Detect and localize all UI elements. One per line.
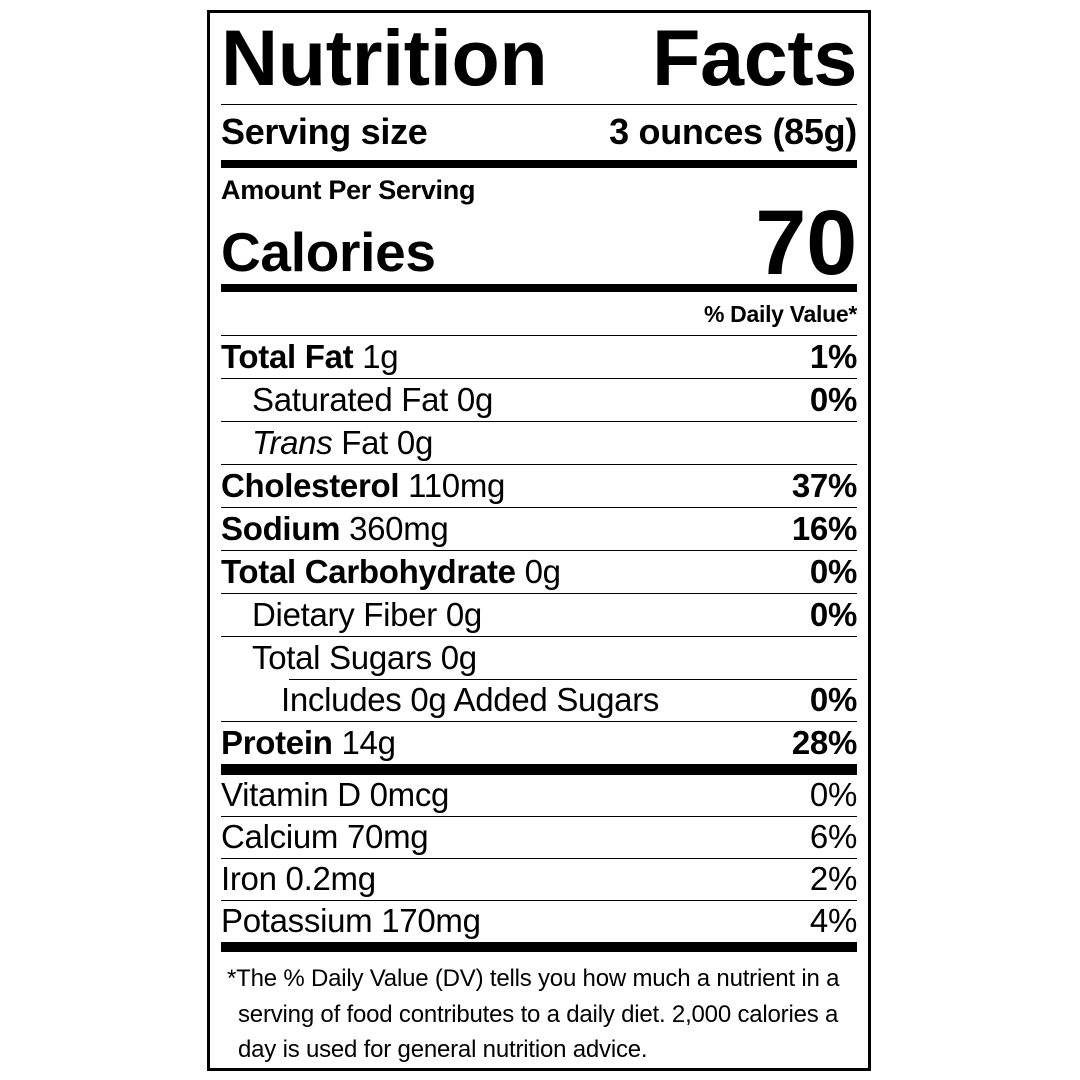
daily-value: 1% (809, 337, 857, 375)
nutrient-amount: 0g (431, 638, 477, 676)
daily-value: 0% (809, 595, 857, 633)
nutrient-amount: 0.2mg (276, 859, 377, 897)
vitamin-rows: Vitamin D 0mcg 0% Calcium 70mg 6% Iron 0.2mg… (221, 775, 857, 942)
nutrient-row: Calcium 70mg 6% (221, 815, 857, 858)
nutrient-amount: 0g (436, 595, 482, 633)
nutrient-amount: 70mg (338, 817, 429, 855)
nutrient-amount: 0mcg (360, 775, 450, 813)
nutrient-name: Saturated Fat 0g (252, 380, 494, 418)
nutrient-name: Total Carbohydrate 0g (221, 552, 561, 590)
nutrient-name: Dietary Fiber 0g (252, 595, 482, 633)
calories-section: Amount Per Serving Calories 70 (221, 168, 857, 295)
nutrient-row: Potassium 170mg 4% (221, 899, 857, 942)
nutrient-name: Includes 0g Added Sugars (281, 680, 660, 718)
daily-value: 6% (809, 817, 857, 855)
nutrient-name: Potassium 170mg (221, 901, 481, 939)
nutrient-row: Trans Fat 0g (221, 420, 857, 464)
nutrient-amount: 14g (332, 723, 396, 761)
daily-value: 16% (791, 509, 857, 547)
nutrient-amount: 1g (353, 337, 399, 375)
daily-value: 2% (809, 859, 857, 897)
nutrient-row: Total Carbohydrate 0g 0% (221, 549, 857, 593)
nutrient-rows: Total Fat 1g 1% Saturated Fat 0g 0% Trans Fa… (221, 334, 857, 764)
nutrient-row: Sodium 360mg 16% (221, 506, 857, 550)
serving-size-row: Serving size 3 ounces (85g) (221, 105, 857, 160)
nutrient-name: Calcium 70mg (221, 817, 429, 855)
nutrition-facts-label: Nutrition Facts Serving size 3 ounces (8… (207, 10, 871, 1071)
nutrient-name: Trans Fat 0g (252, 423, 434, 461)
calories-value: 70 (755, 192, 857, 295)
daily-value: 0% (809, 380, 857, 418)
section-divider-thick (221, 160, 857, 169)
daily-value: 4% (809, 901, 857, 939)
nutrient-row: Protein 14g 28% (221, 720, 857, 764)
nutrient-name: Total Fat 1g (221, 337, 399, 375)
nutrient-name: Cholesterol 110mg (221, 466, 506, 504)
daily-value: 28% (791, 723, 857, 761)
nutrient-name: Iron 0.2mg (221, 859, 377, 897)
nutrient-name: Sodium 360mg (221, 509, 449, 547)
section-divider-thick (221, 284, 857, 292)
section-divider-thick (221, 763, 857, 775)
nutrient-amount: 110mg (399, 466, 506, 504)
daily-value-footnote: *The % Daily Value (DV) tells you how mu… (227, 965, 840, 1064)
section-divider-thick (221, 941, 857, 953)
nutrient-amount: 0g (448, 380, 494, 418)
nutrient-name: Protein 14g (221, 723, 396, 761)
nutrient-row: Iron 0.2mg 2% (221, 857, 857, 900)
nutrient-amount: 170mg (372, 901, 481, 939)
nutrient-row: Includes 0g Added Sugars 0% (221, 678, 857, 721)
daily-value: 0% (809, 552, 857, 590)
daily-value: 37% (791, 466, 857, 504)
label-title: Nutrition Facts (221, 13, 857, 106)
nutrient-row: Dietary Fiber 0g 0% (221, 592, 857, 636)
daily-value: 0% (809, 775, 857, 813)
calories-row: Calories 70 (221, 192, 857, 295)
serving-size-label: Serving size (221, 111, 428, 153)
calories-label: Calories (221, 221, 436, 284)
nutrient-row: Cholesterol 110mg 37% (221, 463, 857, 507)
nutrient-row: Total Fat 1g 1% (221, 334, 857, 378)
serving-size-value: 3 ounces (85g) (609, 111, 857, 153)
nutrient-name: Total Sugars 0g (252, 638, 477, 676)
nutrient-amount: 0g (515, 552, 561, 590)
nutrient-amount: Fat 0g (332, 423, 434, 461)
nutrient-name: Vitamin D 0mcg (221, 775, 450, 813)
nutrient-row: Total Sugars 0g (221, 635, 857, 679)
daily-value-header: % Daily Value* (703, 300, 857, 327)
amount-per-serving-label: Amount Per Serving (221, 175, 476, 206)
daily-value: 0% (809, 680, 857, 718)
nutrient-amount: 360mg (340, 509, 449, 547)
nutrient-row: Vitamin D 0mcg 0% (221, 775, 857, 816)
nutrient-row: Saturated Fat 0g 0% (221, 377, 857, 421)
